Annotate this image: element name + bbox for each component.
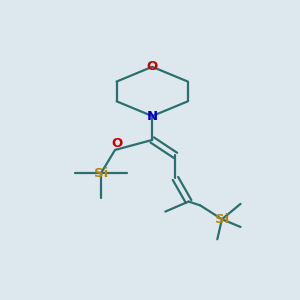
Text: Si: Si — [94, 167, 108, 180]
Text: N: N — [147, 110, 158, 123]
Text: O: O — [147, 60, 158, 73]
Text: Si: Si — [215, 213, 229, 226]
Text: O: O — [111, 137, 122, 150]
